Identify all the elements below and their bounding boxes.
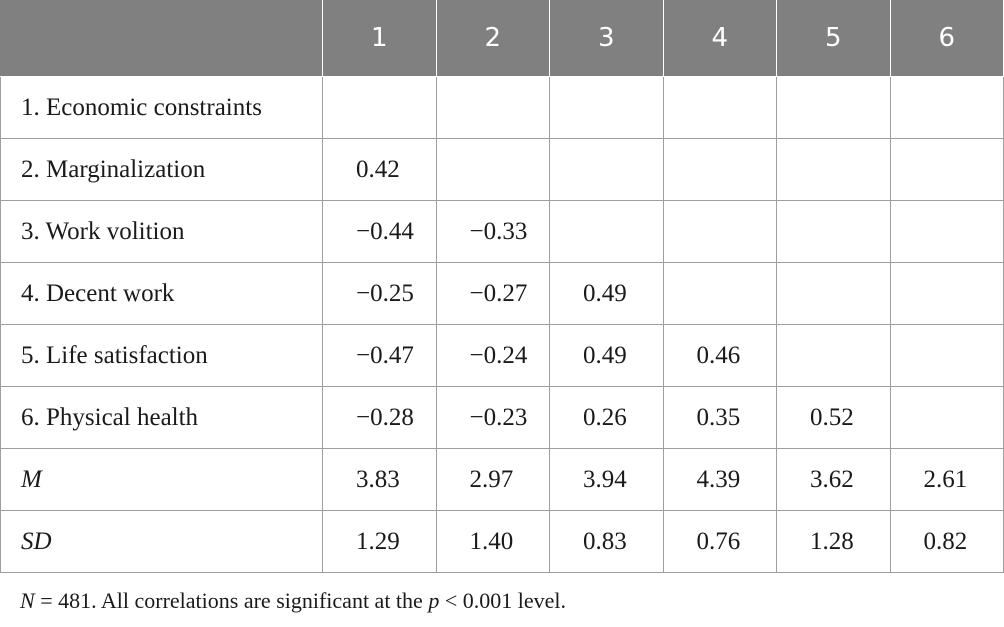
table-cell xyxy=(662,138,777,201)
table-cell xyxy=(435,138,550,201)
table-cell xyxy=(776,138,891,201)
table-cell: 0.52 xyxy=(776,386,891,449)
table-cell xyxy=(435,76,550,139)
column-header-2: 2 xyxy=(435,0,550,77)
table-row: 2. Marginalization 0.42 xyxy=(0,138,1004,201)
table-cell xyxy=(776,76,891,139)
table-cell: −0.24 xyxy=(435,324,550,387)
table-row: 6. Physical health −0.28 −0.23 0.26 0.35 0.52 xyxy=(0,386,1004,449)
table-row: SD 1.29 1.40 0.83 0.76 1.28 0.82 xyxy=(0,510,1004,573)
note-n-text: = 481. All correlations are significant … xyxy=(34,588,429,613)
table-cell: −0.23 xyxy=(435,386,550,449)
correlation-table: 1 2 3 4 5 6 1. Economic constraints 2. Ma… xyxy=(0,0,1004,573)
table-cell: −0.28 xyxy=(322,386,437,449)
table-cell: 0.49 xyxy=(549,324,664,387)
table-cell xyxy=(776,262,891,325)
table-cell xyxy=(889,324,1004,387)
row-label: SD xyxy=(0,510,323,573)
table-body: 1. Economic constraints 2. Marginalizatio… xyxy=(0,76,1004,573)
table-header: 1 2 3 4 5 6 xyxy=(0,0,1004,77)
table-cell: 0.76 xyxy=(662,510,777,573)
table-cell: 0.49 xyxy=(549,262,664,325)
note-n-symbol: N xyxy=(20,588,35,613)
table-cell: 3.83 xyxy=(322,448,437,511)
table-cell: 3.94 xyxy=(549,448,664,511)
table-cell: 2.61 xyxy=(889,448,1004,511)
table-cell: 2.97 xyxy=(435,448,550,511)
row-label: 3. Work volition xyxy=(0,200,323,263)
table-cell: 4.39 xyxy=(662,448,777,511)
table-cell: 0.26 xyxy=(549,386,664,449)
table-cell xyxy=(776,324,891,387)
row-label: 6. Physical health xyxy=(0,386,323,449)
table-cell: −0.47 xyxy=(322,324,437,387)
column-header-6: 6 xyxy=(889,0,1004,77)
table-note: N = 481. All correlations are significan… xyxy=(20,588,566,614)
column-header-1: 1 xyxy=(322,0,437,77)
table-cell xyxy=(549,138,664,201)
column-header-3: 3 xyxy=(549,0,664,77)
table-cell: 0.42 xyxy=(322,138,437,201)
table-cell xyxy=(889,200,1004,263)
header-corner-cell xyxy=(0,0,323,77)
row-label: 5. Life satisfaction xyxy=(0,324,323,387)
table-cell: 3.62 xyxy=(776,448,891,511)
table-cell: 1.29 xyxy=(322,510,437,573)
table-cell: 1.28 xyxy=(776,510,891,573)
column-header-4: 4 xyxy=(662,0,777,77)
note-p-symbol: p xyxy=(428,588,440,613)
table-cell: 0.46 xyxy=(662,324,777,387)
row-label: 4. Decent work xyxy=(0,262,323,325)
column-header-5: 5 xyxy=(776,0,891,77)
table-row: 1. Economic constraints xyxy=(0,76,1004,139)
note-p-text: < 0.001 level. xyxy=(439,588,566,613)
row-label: 2. Marginalization xyxy=(0,138,323,201)
table-row: M 3.83 2.97 3.94 4.39 3.62 2.61 xyxy=(0,448,1004,511)
table-cell xyxy=(662,262,777,325)
table-cell: −0.33 xyxy=(435,200,550,263)
table-cell: 0.35 xyxy=(662,386,777,449)
table-row: 3. Work volition −0.44 −0.33 xyxy=(0,200,1004,263)
row-label: M xyxy=(0,448,323,511)
header-row: 1 2 3 4 5 6 xyxy=(0,0,1004,77)
table-cell xyxy=(549,76,664,139)
table-cell: −0.25 xyxy=(322,262,437,325)
table-cell: 0.83 xyxy=(549,510,664,573)
table-cell xyxy=(889,76,1004,139)
correlation-table-container: 1 2 3 4 5 6 1. Economic constraints 2. Ma… xyxy=(0,0,1004,573)
table-cell xyxy=(889,138,1004,201)
table-cell xyxy=(889,262,1004,325)
table-cell xyxy=(662,76,777,139)
table-cell: 0.82 xyxy=(889,510,1004,573)
table-cell xyxy=(322,76,437,139)
table-cell xyxy=(662,200,777,263)
table-cell: −0.44 xyxy=(322,200,437,263)
table-row: 4. Decent work −0.25 −0.27 0.49 xyxy=(0,262,1004,325)
table-cell: 1.40 xyxy=(435,510,550,573)
table-cell xyxy=(549,200,664,263)
table-cell: −0.27 xyxy=(435,262,550,325)
table-row: 5. Life satisfaction −0.47 −0.24 0.49 0.46 xyxy=(0,324,1004,387)
row-label: 1. Economic constraints xyxy=(0,76,323,139)
table-cell xyxy=(776,200,891,263)
table-cell xyxy=(889,386,1004,449)
